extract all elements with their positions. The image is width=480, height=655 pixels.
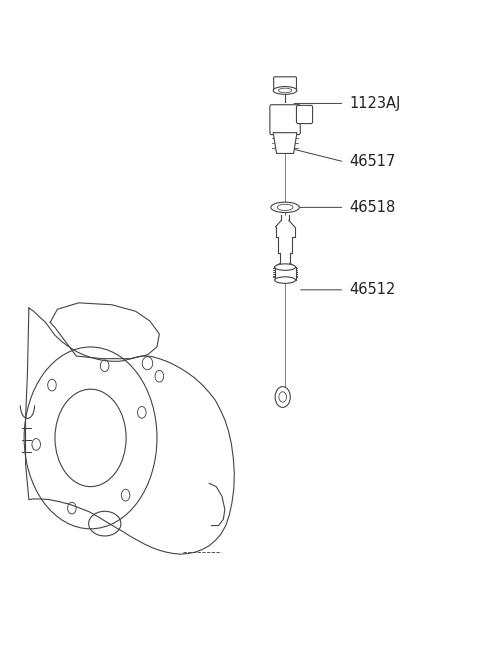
FancyBboxPatch shape bbox=[297, 105, 312, 124]
Ellipse shape bbox=[275, 277, 296, 284]
Ellipse shape bbox=[275, 264, 296, 271]
Text: 46518: 46518 bbox=[349, 200, 396, 215]
Text: 1123AJ: 1123AJ bbox=[349, 96, 400, 111]
Ellipse shape bbox=[273, 86, 297, 94]
Text: 46517: 46517 bbox=[349, 155, 396, 170]
Text: 46512: 46512 bbox=[349, 282, 396, 297]
FancyBboxPatch shape bbox=[274, 77, 297, 91]
FancyBboxPatch shape bbox=[270, 105, 300, 135]
Ellipse shape bbox=[271, 202, 300, 213]
Ellipse shape bbox=[277, 204, 293, 210]
Polygon shape bbox=[273, 133, 297, 153]
Ellipse shape bbox=[278, 88, 292, 93]
Circle shape bbox=[279, 392, 287, 402]
Circle shape bbox=[275, 386, 290, 407]
